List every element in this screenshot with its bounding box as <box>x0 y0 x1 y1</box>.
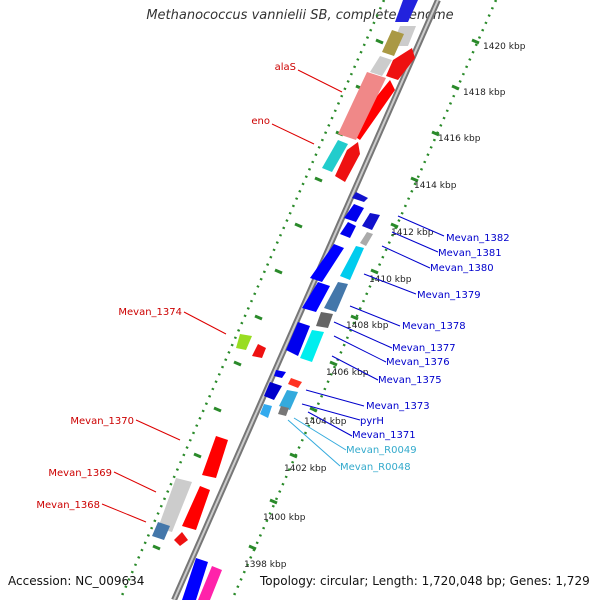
gene-label-mevan-1380[interactable]: Mevan_1380 <box>430 263 494 274</box>
gene-label-mevan-1370[interactable]: Mevan_1370 <box>70 416 134 427</box>
gene-feature[interactable] <box>360 232 373 246</box>
gene-feature[interactable] <box>370 56 392 76</box>
genome-title: Methanococcus vannielii SB, complete gen… <box>146 8 454 23</box>
gene-feature[interactable] <box>344 204 364 222</box>
gene-feature[interactable] <box>395 0 418 22</box>
gene-label-eno[interactable]: eno <box>251 116 270 127</box>
gene-feature[interactable] <box>386 48 415 80</box>
gene-feature[interactable] <box>338 72 386 140</box>
gene-feature[interactable] <box>252 344 266 358</box>
gene-label-mevan-1378[interactable]: Mevan_1378 <box>402 321 466 332</box>
gene-label-pyrh[interactable]: pyrH <box>360 416 384 427</box>
genes-label: Genes: <box>509 574 552 588</box>
gene-feature[interactable] <box>182 558 208 600</box>
length-value: 1,720,048 bp <box>421 574 502 588</box>
scale-label-1412: 1412 kbp <box>391 228 434 238</box>
gene-label-mevan-1382[interactable]: Mevan_1382 <box>446 233 510 244</box>
gene-feature[interactable] <box>174 532 188 546</box>
gene-feature[interactable] <box>286 322 310 356</box>
gene-feature[interactable] <box>264 382 282 400</box>
gene-label-mevan-1371[interactable]: Mevan_1371 <box>352 430 416 441</box>
gene-feature[interactable] <box>152 522 170 540</box>
gene-label-mevan-1377[interactable]: Mevan_1377 <box>392 343 456 354</box>
gene-feature[interactable] <box>279 390 298 410</box>
gene-feature[interactable] <box>324 282 348 312</box>
gene-feature[interactable] <box>274 370 286 378</box>
gene-feature[interactable] <box>316 312 333 328</box>
scale-label-1414: 1414 kbp <box>414 181 457 191</box>
gene-feature[interactable] <box>278 406 289 416</box>
topology-label: Topology: <box>260 574 317 588</box>
gene-feature[interactable] <box>236 334 252 350</box>
left-label-leaders <box>101 69 343 523</box>
gene-label-mevan-1373[interactable]: Mevan_1373 <box>366 401 430 412</box>
topology-value: circular <box>319 574 365 588</box>
reverse-strand-features <box>152 30 404 540</box>
inner-scale-line <box>118 0 386 600</box>
gene-label-mevan-1376[interactable]: Mevan_1376 <box>386 357 450 368</box>
gene-label-mevan-r0048[interactable]: Mevan_R0048 <box>340 462 411 473</box>
gene-feature[interactable] <box>288 378 302 388</box>
forward-strand-features <box>174 0 418 600</box>
gene-feature[interactable] <box>335 142 360 182</box>
genome-backbone-highlight <box>173 0 439 600</box>
gene-feature[interactable] <box>382 30 404 56</box>
gene-label-mevan-r0049[interactable]: Mevan_R0049 <box>346 445 417 456</box>
gene-feature[interactable] <box>340 246 364 280</box>
accession-label: Accession: <box>8 574 72 588</box>
length-label: Length: <box>372 574 418 588</box>
gene-feature[interactable] <box>300 330 324 362</box>
gene-feature[interactable] <box>302 282 330 312</box>
gene-feature[interactable] <box>182 486 210 530</box>
scale-label-1408: 1408 kbp <box>346 321 389 331</box>
scale-label-1402: 1402 kbp <box>284 464 327 474</box>
gene-feature[interactable] <box>352 192 368 202</box>
genes-value: 1,729 <box>555 574 590 588</box>
gene-feature[interactable] <box>362 213 380 230</box>
gene-feature[interactable] <box>322 140 348 172</box>
scale-label-1400: 1400 kbp <box>263 513 306 523</box>
scale-label-1420: 1420 kbp <box>483 42 526 52</box>
gene-feature[interactable] <box>158 478 192 532</box>
accession-value: NC_009634 <box>75 574 145 588</box>
gene-label-mevan-1374[interactable]: Mevan_1374 <box>118 307 182 318</box>
scale-label-1418: 1418 kbp <box>463 88 506 98</box>
gene-label-alaS[interactable]: alaS <box>275 62 296 73</box>
gene-feature[interactable] <box>340 222 356 238</box>
gene-label-mevan-1368[interactable]: Mevan_1368 <box>36 500 100 511</box>
gene-label-mevan-1369[interactable]: Mevan_1369 <box>48 468 112 479</box>
accession-info: Accession: NC_009634 <box>8 574 144 588</box>
scale-label-1410: 1410 kbp <box>369 275 412 285</box>
gene-label-mevan-1379[interactable]: Mevan_1379 <box>417 290 481 301</box>
gene-feature[interactable] <box>260 404 272 418</box>
scale-label-1416: 1416 kbp <box>438 134 481 144</box>
gene-feature[interactable] <box>198 566 222 600</box>
gene-feature[interactable] <box>310 244 344 282</box>
rna-label-leaders <box>287 417 347 467</box>
scale-label-1406: 1406 kbp <box>326 368 369 378</box>
gene-feature[interactable] <box>202 436 228 478</box>
gene-label-mevan-1375[interactable]: Mevan_1375 <box>378 375 442 386</box>
genome-summary: Topology: circular; Length: 1,720,048 bp… <box>260 574 590 588</box>
gene-label-mevan-1381[interactable]: Mevan_1381 <box>438 248 502 259</box>
right-label-leaders <box>301 215 445 437</box>
scale-label-1398: 1398 kbp <box>244 560 287 570</box>
